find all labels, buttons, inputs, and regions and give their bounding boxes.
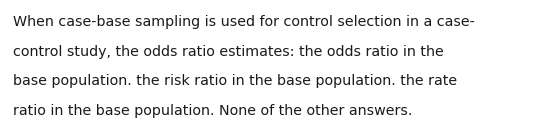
Text: control study, the odds ratio estimates: the odds ratio in the: control study, the odds ratio estimates:…	[13, 45, 444, 59]
Text: base population. the risk ratio in the base population. the rate: base population. the risk ratio in the b…	[13, 74, 457, 88]
Text: ratio in the base population. None of the other answers.: ratio in the base population. None of th…	[13, 104, 412, 118]
Text: When case-base sampling is used for control selection in a case-: When case-base sampling is used for cont…	[13, 15, 475, 29]
